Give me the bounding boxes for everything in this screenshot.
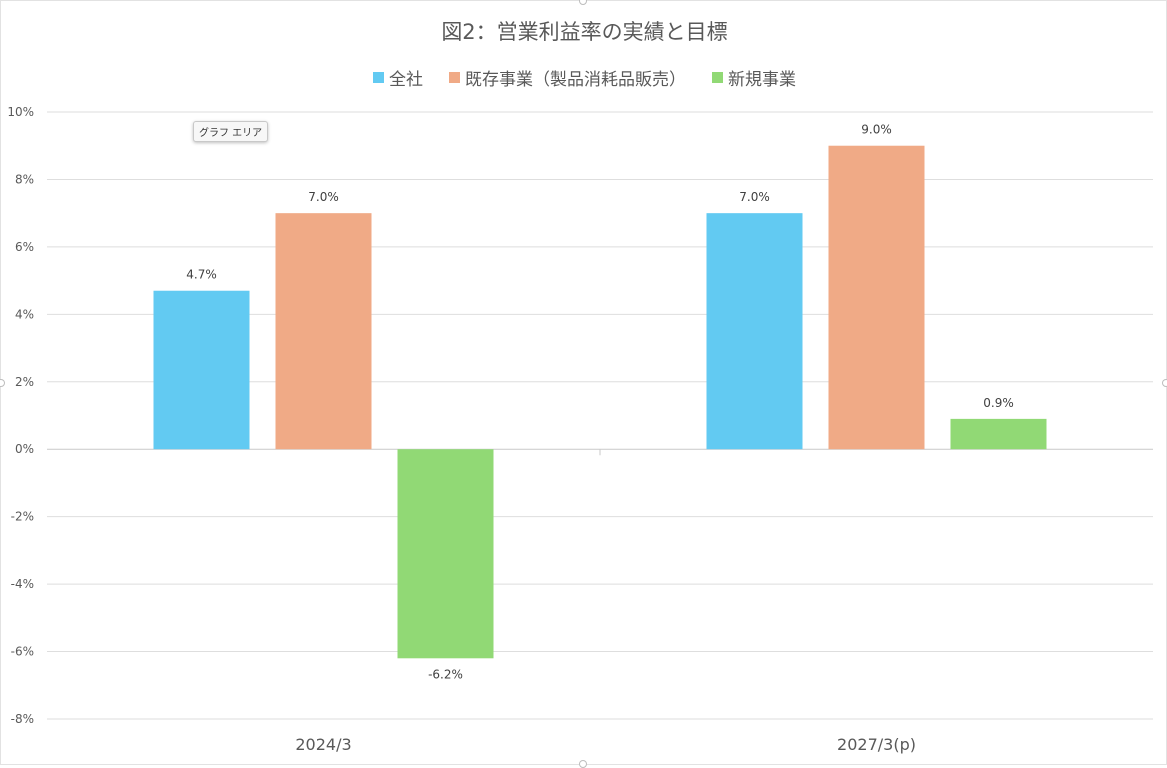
legend-swatch-zensha — [373, 72, 384, 83]
data-label: 7.0% — [739, 190, 770, 204]
y-tick-label: 4% — [15, 307, 34, 321]
y-tick-label: 8% — [15, 172, 34, 186]
data-label: -6.2% — [428, 667, 463, 681]
bar — [275, 213, 372, 450]
resize-handle-left[interactable] — [0, 379, 5, 387]
y-tick-label: 10% — [7, 105, 34, 119]
data-label: 4.7% — [186, 268, 217, 282]
data-label: 9.0% — [861, 123, 892, 137]
resize-handle-right[interactable] — [1162, 379, 1167, 387]
resize-handle-top[interactable] — [579, 0, 587, 5]
y-tick-label: 6% — [15, 240, 34, 254]
legend-item-zensha[interactable]: 全社 — [373, 65, 423, 90]
chart-title: 図2：営業利益率の実績と目標 — [441, 20, 728, 44]
x-category-label: 2027/3(p) — [837, 735, 916, 754]
bar — [397, 449, 494, 659]
y-tick-label: -2% — [11, 510, 34, 524]
y-tick-label: 0% — [15, 442, 34, 456]
legend[interactable]: 全社 既存事業（製品消耗品販売） 新規事業 — [1, 65, 1167, 90]
resize-handle-bottom[interactable] — [579, 760, 587, 768]
y-tick-label: -6% — [11, 645, 34, 659]
legend-label-new: 新規事業 — [728, 70, 796, 90]
x-category-label: 2024/3 — [295, 735, 351, 754]
legend-item-new[interactable]: 新規事業 — [712, 65, 796, 90]
data-label: 7.0% — [308, 190, 339, 204]
y-tick-label: -4% — [11, 577, 34, 591]
bar — [153, 290, 250, 450]
y-tick-label: -8% — [11, 712, 34, 726]
legend-label-zensha: 全社 — [389, 70, 423, 90]
legend-swatch-existing — [449, 72, 460, 83]
chart-area-tooltip: グラフ エリア — [193, 121, 269, 142]
legend-item-existing[interactable]: 既存事業（製品消耗品販売） — [449, 65, 686, 90]
data-label: 0.9% — [983, 396, 1014, 410]
legend-label-existing: 既存事業（製品消耗品販売） — [465, 70, 686, 90]
bar — [828, 145, 925, 450]
legend-swatch-new — [712, 72, 723, 83]
bar — [950, 418, 1047, 450]
bar — [706, 213, 803, 450]
y-tick-label: 2% — [15, 375, 34, 389]
